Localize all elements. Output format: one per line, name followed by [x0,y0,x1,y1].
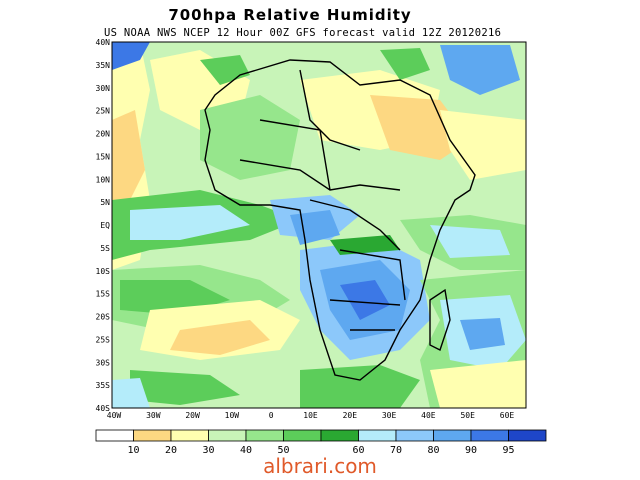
longitude-label: 30W [146,411,161,420]
colorbar-swatch [208,429,247,442]
longitude-labels: 40W 30W 20W 10W 0 10E 20E 30E 40E 50E 60E [107,411,515,420]
colorbar-swatch [283,429,322,442]
longitude-label: 40E [421,411,436,420]
latitude-label: 10N [96,175,111,184]
colorbar-label: 70 [390,445,402,456]
latitude-label: 25N [96,107,111,116]
latitude-label: 20N [96,130,111,139]
map-title: 700hpa Relative Humidity [168,6,412,24]
latitude-label: EQ [100,221,110,230]
longitude-label: 60E [500,411,515,420]
colorbar-swatch [95,429,134,442]
colorbar-swatch [133,429,172,442]
colorbar-swatch [358,429,397,442]
colorbar-swatch [395,429,434,442]
colorbar-label: 20 [165,445,177,456]
latitude-label: 30N [96,84,111,93]
latitude-label: 35N [96,61,111,70]
latitude-label: 10S [96,267,111,276]
colorbar-label: 90 [465,445,477,456]
longitude-label: 50E [460,411,475,420]
longitude-label: 30E [382,411,397,420]
colorbar-swatch [245,429,284,442]
colorbar-label: 95 [502,445,514,456]
latitude-label: 25S [96,335,111,344]
humidity-field [112,42,526,408]
colorbar-label: 40 [240,445,252,456]
latitude-label: 40S [96,404,111,413]
colorbar-label: 30 [202,445,214,456]
latitude-label: 15S [96,290,111,299]
colorbar-swatch [433,429,472,442]
longitude-label: 20E [343,411,358,420]
colorbar-label: 80 [427,445,439,456]
latitude-label: 5S [100,244,110,253]
latitude-label: 15N [96,152,111,161]
coastlines [204,59,476,381]
colorbar-label: 50 [277,445,289,456]
longitude-label: 40W [107,411,122,420]
colorbar-swatch [508,429,547,442]
colorbar-swatch [170,429,209,442]
latitude-label: 30S [96,358,111,367]
latitude-label: 5N [100,198,110,207]
colorbar-swatch [320,429,359,442]
colorbar-label: 60 [352,445,364,456]
longitude-label: 20W [185,411,200,420]
colorbar-label: 10 [127,445,139,456]
latitude-label: 20S [96,313,111,322]
latitude-labels: 40N 35N 30N 25N 20N 15N 10N 5N EQ 5S 10S 15S 20S 25S 3… [96,38,111,413]
latitude-label: 35S [96,381,111,390]
watermark-footer: albrari.com [263,454,377,478]
longitude-label: 10E [303,411,318,420]
latitude-label: 40N [96,38,111,47]
colorbar: 10 20 30 40 50 60 70 80 90 95 [95,429,547,456]
colorbar-swatch [470,429,509,442]
longitude-label: 10W [225,411,240,420]
longitude-label: 0 [269,411,274,420]
map-subtitle: US NOAA NWS NCEP 12 Hour 00Z GFS forecas… [104,27,502,39]
